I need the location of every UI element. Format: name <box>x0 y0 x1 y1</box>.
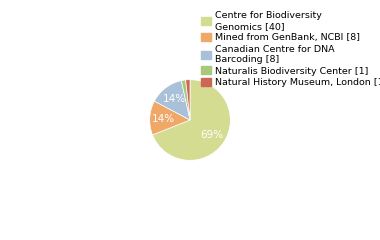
Text: 14%: 14% <box>163 94 186 104</box>
Legend: Centre for Biodiversity
Genomics [40], Mined from GenBank, NCBI [8], Canadian Ce: Centre for Biodiversity Genomics [40], M… <box>200 10 380 89</box>
Wedge shape <box>186 80 190 120</box>
Text: 14%: 14% <box>152 114 176 124</box>
Wedge shape <box>181 80 190 120</box>
Text: 69%: 69% <box>200 130 223 140</box>
Wedge shape <box>154 81 190 120</box>
Wedge shape <box>150 101 190 135</box>
Wedge shape <box>152 80 230 160</box>
